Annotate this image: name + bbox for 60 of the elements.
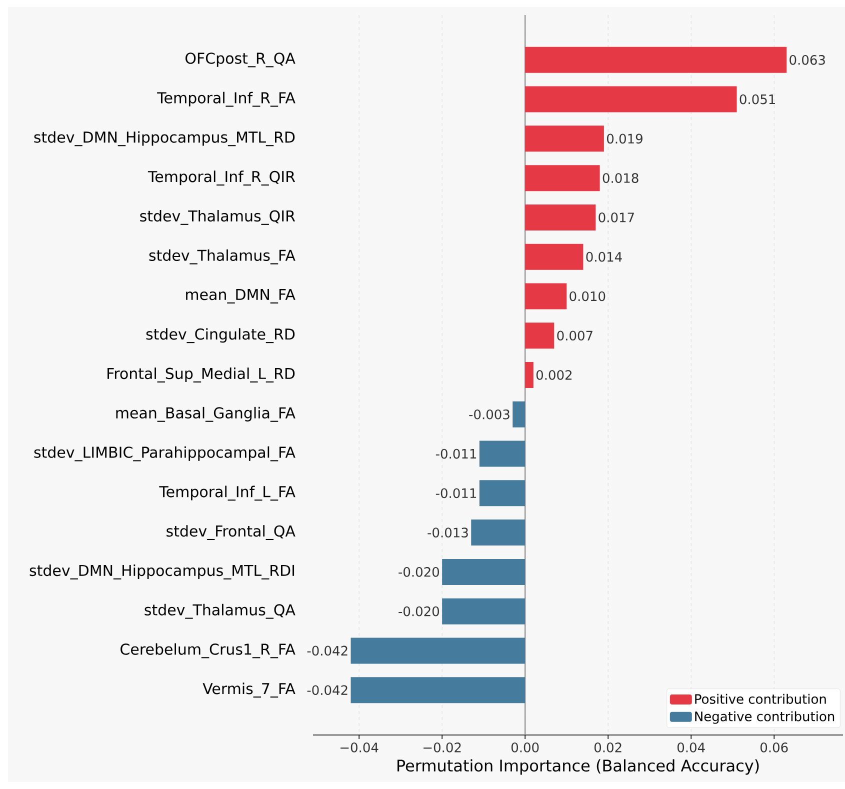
bar [512, 401, 526, 428]
y-tick-label: stdev_DMN_Hippocampus_MTL_RD [34, 131, 295, 146]
bar [525, 283, 567, 310]
bar [525, 322, 554, 349]
data-label: 0.019 [607, 134, 642, 144]
data-label: 0.017 [598, 212, 634, 222]
y-tick-label: Temporal_Inf_R_QIR [148, 170, 296, 186]
y-tick-label: OFCpost_R_QA [186, 52, 296, 68]
y-tick-label: Temporal_Inf_L_FA [159, 486, 296, 501]
y-tick-label: stdev_Thalamus_QIR [140, 210, 296, 225]
bar [479, 440, 526, 467]
y-tick-label: stdev_LIMBIC_Parahippocampal_FA [34, 446, 296, 462]
bar [525, 165, 600, 192]
data-label: -0.013 [428, 528, 468, 538]
y-tick-label: Frontal_Sup_Medial_L_RD [108, 368, 295, 382]
bar [525, 204, 596, 230]
data-label: -0.042 [307, 646, 348, 656]
legend-label: Negative contribution [695, 711, 834, 724]
bar [442, 598, 526, 624]
bar [442, 558, 526, 585]
bar [350, 677, 526, 704]
bar [525, 244, 584, 270]
y-tick-label: stdev_Thalamus_QA [144, 604, 296, 619]
data-label: -0.011 [436, 448, 476, 459]
bar [350, 638, 526, 664]
y-tick-label: Temporal_Inf_R_FA [157, 92, 296, 107]
y-tick-label: stdev_Cingulate_RD [146, 328, 295, 344]
data-label: 0.018 [602, 173, 638, 183]
data-label: -0.020 [398, 567, 440, 577]
bar [525, 86, 737, 112]
y-tick-label: stdev_DMN_Hippocampus_MTL_RDI [30, 564, 294, 580]
y-tick-label: mean_DMN_FA [186, 288, 296, 304]
bar [525, 126, 604, 152]
x-tick-label: −0.04 [340, 742, 378, 752]
x-tick-label: −0.02 [424, 742, 461, 752]
bar [479, 480, 526, 506]
data-label: -0.020 [398, 606, 440, 616]
data-label: -0.003 [469, 409, 510, 420]
y-tick-label: stdev_Frontal_QA [166, 525, 296, 540]
x-axis-title: Permutation Importance (Balanced Accuracy) [398, 759, 759, 775]
data-label: 0.010 [570, 291, 606, 302]
data-label: -0.011 [436, 488, 476, 498]
legend-label: Positive contribution [695, 694, 826, 704]
data-label: 0.007 [557, 330, 592, 341]
x-tick-label: 0.06 [760, 742, 788, 752]
y-tick-label: Vermis_7_FA [202, 682, 296, 698]
x-tick-label: 0.00 [511, 742, 539, 752]
data-label: 0.051 [740, 94, 775, 104]
bar [525, 362, 534, 388]
bar [525, 46, 787, 73]
data-label: 0.063 [790, 54, 825, 65]
data-label: 0.002 [536, 370, 572, 380]
y-tick-label: Cerebelum_Crus1_R_FA [120, 643, 296, 658]
x-tick-label: 0.02 [594, 742, 622, 752]
data-label: 0.014 [586, 252, 622, 262]
data-label: -0.042 [307, 685, 348, 696]
x-tick-label: 0.04 [678, 742, 705, 752]
bar [471, 520, 526, 546]
y-tick-label: stdev_Thalamus_FA [149, 249, 296, 264]
y-tick-label: mean_Basal_Ganglia_FA [116, 406, 296, 422]
